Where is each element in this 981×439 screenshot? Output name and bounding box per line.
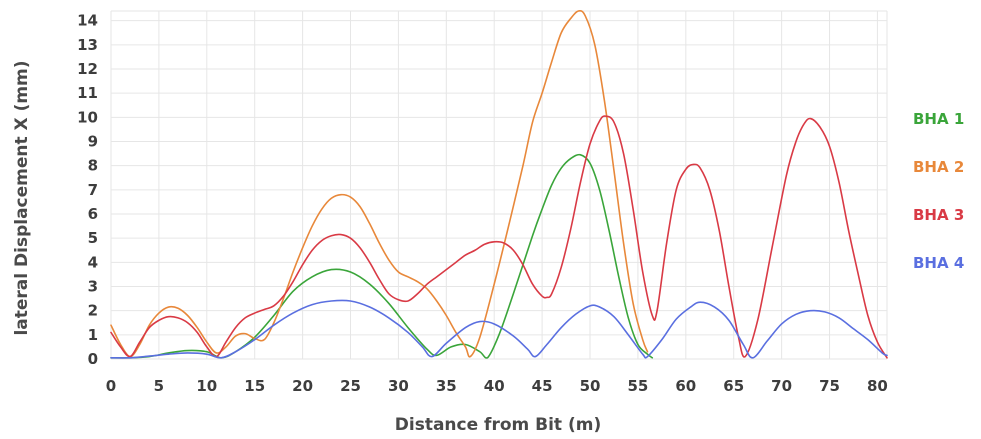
y-tick-label: 0 — [88, 350, 98, 368]
x-tick-label: 30 — [388, 377, 409, 395]
legend-entry-bha-4: BHA 4 — [913, 254, 964, 272]
x-tick-label: 20 — [292, 377, 313, 395]
x-tick-label: 65 — [723, 377, 744, 395]
x-tick-label: 60 — [675, 377, 696, 395]
x-tick-label: 75 — [819, 377, 840, 395]
y-tick-label: 6 — [88, 205, 98, 223]
y-tick-label: 2 — [88, 302, 98, 320]
series-line-bha-2 — [110, 9, 649, 358]
legend: BHA 1 BHA 2 BHA 3 BHA 4 — [913, 110, 964, 272]
x-tick-label: 55 — [627, 377, 648, 395]
x-tick-label: 5 — [154, 377, 164, 395]
x-tick-label: 10 — [196, 377, 217, 395]
series-line-bha-3 — [110, 115, 888, 359]
x-tick-label: 40 — [484, 377, 505, 395]
y-tick-label: 1 — [88, 326, 98, 344]
legend-entry-bha-3: BHA 3 — [913, 206, 964, 224]
y-tick-label: 9 — [88, 133, 98, 151]
y-tick-label: 11 — [77, 84, 98, 102]
y-tick-label: 13 — [77, 36, 98, 54]
x-tick-label: 50 — [580, 377, 601, 395]
legend-entry-bha-1: BHA 1 — [913, 110, 964, 128]
x-axis-title: Distance from Bit (m) — [395, 415, 601, 435]
y-tick-label: 4 — [88, 253, 98, 271]
legend-entry-bha-2: BHA 2 — [913, 158, 964, 176]
x-axis-ticks: 0 5 10 15 20 25 30 35 40 45 50 55 60 65 70 75 80 — [106, 377, 888, 395]
y-tick-label: 5 — [88, 229, 98, 247]
x-tick-label: 15 — [244, 377, 265, 395]
series-lines — [110, 9, 888, 359]
x-tick-label: 70 — [771, 377, 792, 395]
y-tick-label: 14 — [77, 12, 98, 30]
series-line-bha-4 — [110, 299, 888, 359]
y-tick-label: 10 — [77, 108, 98, 126]
x-tick-label: 45 — [532, 377, 553, 395]
y-tick-label: 12 — [77, 60, 98, 78]
x-tick-label: 0 — [106, 377, 116, 395]
x-tick-label: 25 — [340, 377, 361, 395]
x-tick-label: 80 — [867, 377, 888, 395]
y-tick-label: 7 — [88, 181, 98, 199]
y-tick-label: 3 — [88, 278, 98, 296]
y-tick-label: 8 — [88, 157, 98, 175]
grid — [110, 10, 888, 360]
y-axis-title: lateral Displacement X (mm) — [12, 60, 32, 335]
x-tick-label: 35 — [436, 377, 457, 395]
